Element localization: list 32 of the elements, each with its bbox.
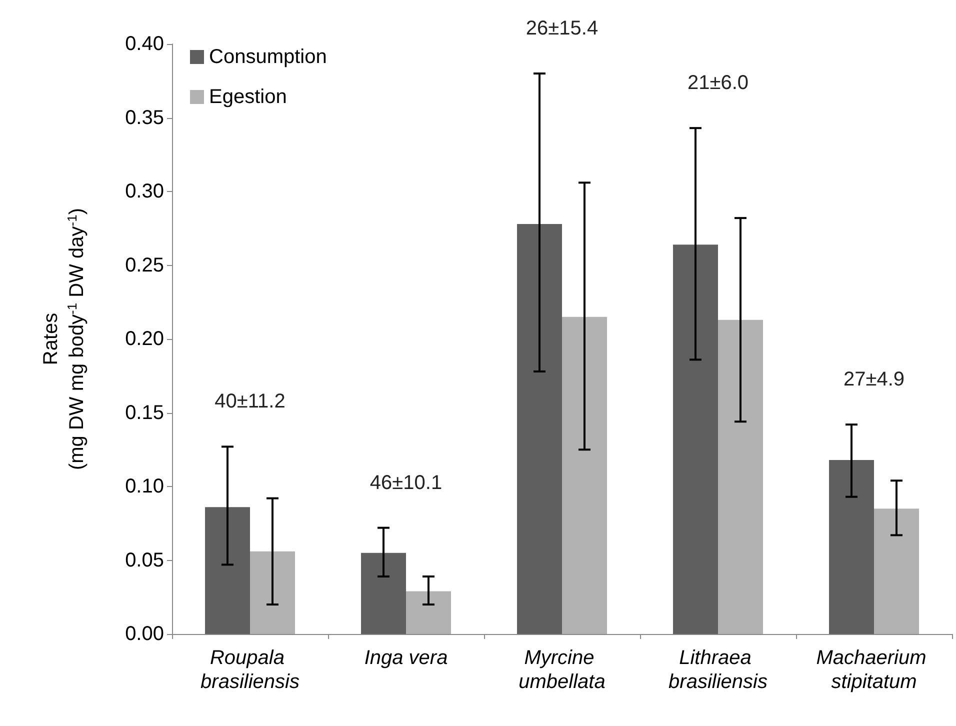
annotation: 40±11.2 <box>214 390 286 413</box>
bar <box>250 551 295 634</box>
y-axis-title: Rates (mg DW mg body-1 DW day-1) <box>40 208 88 470</box>
bar <box>874 508 919 634</box>
y-tick-label: 0.00 <box>125 623 164 645</box>
annotation: 46±10.1 <box>370 472 442 494</box>
y-tick-label: 0.40 <box>125 33 164 55</box>
x-tick-label: Lithraea brasiliensis <box>668 647 768 693</box>
x-tick-label: Machaerium stipitatum <box>816 647 932 693</box>
y-tick-label: 0.30 <box>125 180 164 202</box>
y-tick-label: 0.35 <box>125 106 164 129</box>
annotation: 27±4.9 <box>843 368 905 391</box>
bar <box>829 460 874 634</box>
annotation: 21±6.0 <box>687 72 749 94</box>
text: 26±15.4 <box>526 18 598 40</box>
bar <box>562 316 607 634</box>
y-tick-label: 0.10 <box>125 476 164 498</box>
x-tick-label: Roupala brasiliensis <box>200 647 300 693</box>
legend-label: Egestion <box>209 86 287 108</box>
x-tick-label: Myrcine umbellata <box>518 647 606 693</box>
bar <box>205 507 250 634</box>
legend-label: Consumption <box>209 46 327 68</box>
y-tick-label: 0.05 <box>125 549 164 572</box>
bar <box>718 320 763 634</box>
y-tick-label: 0.20 <box>125 328 164 350</box>
y-tick-label: 0.25 <box>125 254 164 276</box>
bar <box>361 552 406 634</box>
bar <box>406 591 451 634</box>
bar <box>673 244 718 634</box>
x-tick-label: Inga vera <box>364 647 448 669</box>
bar <box>517 224 562 634</box>
y-tick-label: 0.15 <box>125 402 164 424</box>
